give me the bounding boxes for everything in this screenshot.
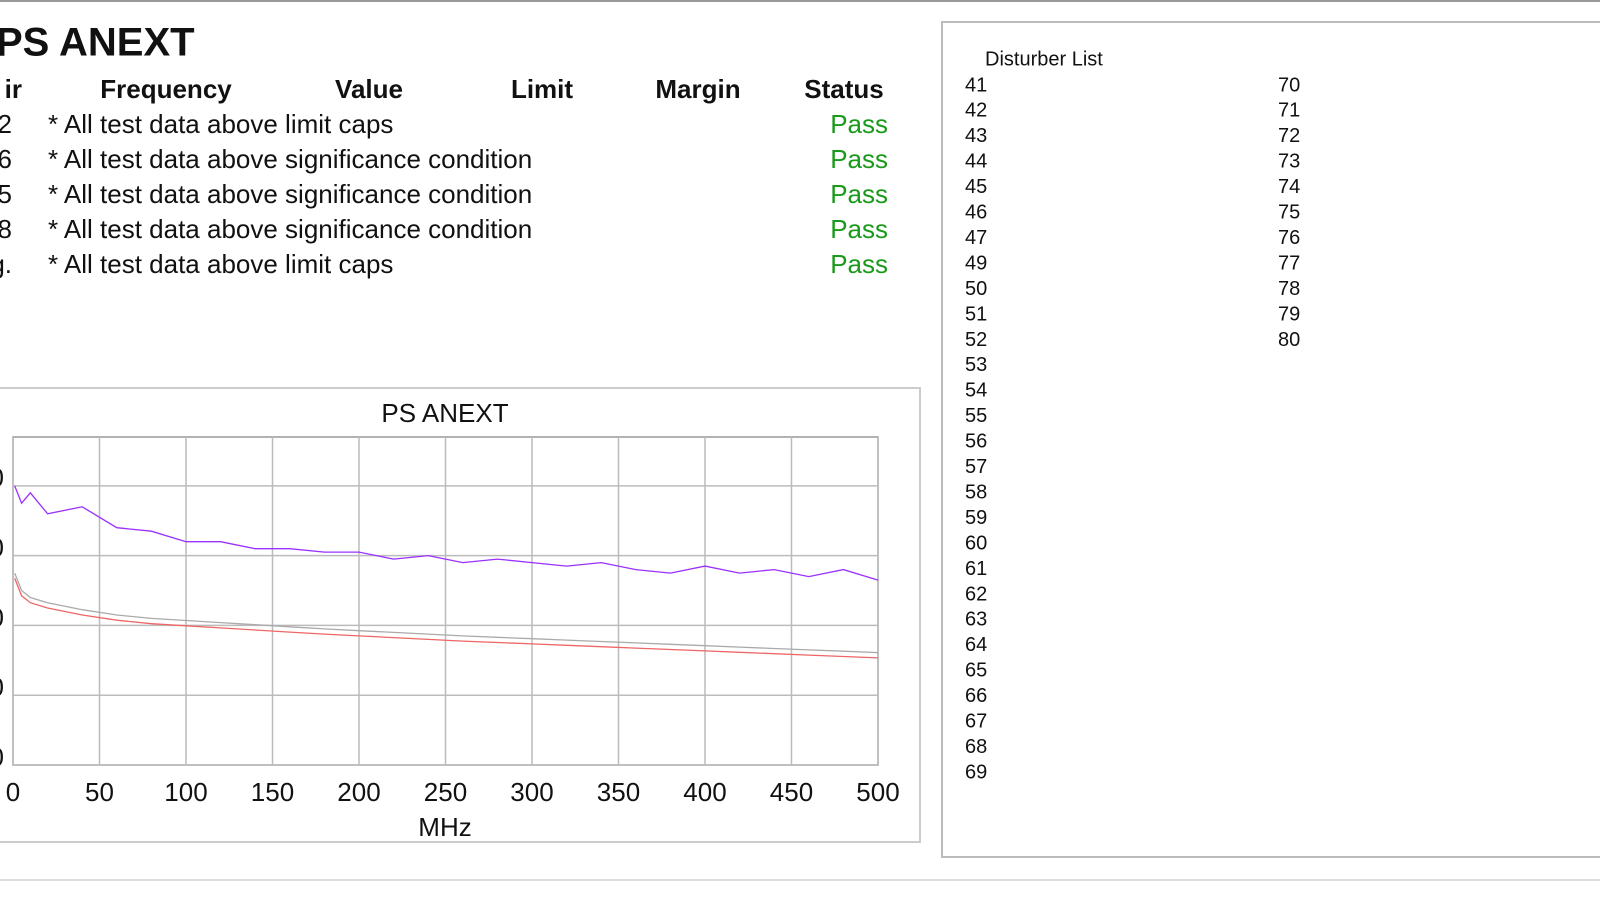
disturber-item: 59 [965, 507, 987, 529]
note-cell: * All test data above significance condi… [48, 179, 532, 209]
x-tick-label: 250 [424, 777, 467, 807]
disturber-item: 72 [1278, 125, 1300, 147]
disturber-item: 79 [1278, 303, 1300, 325]
disturber-item: 70 [1278, 74, 1300, 96]
disturber-item: 71 [1278, 100, 1300, 122]
status-cell: Pass [830, 109, 888, 139]
disturber-item: 57 [965, 456, 987, 478]
series-line [14, 572, 879, 654]
x-tick-label: 450 [770, 777, 813, 807]
disturber-item: 45 [965, 176, 987, 198]
column-header: Limit [511, 74, 573, 104]
disturber-item: 60 [965, 532, 987, 554]
top-border [0, 0, 1600, 2]
disturber-item: 51 [965, 303, 987, 325]
status-cell: Pass [830, 144, 888, 174]
series-line [14, 485, 879, 581]
disturber-item: 63 [965, 609, 987, 631]
pair-cell: 6 [0, 144, 12, 174]
disturber-item: 58 [965, 481, 987, 503]
disturber-item: 76 [1278, 227, 1300, 249]
column-header: Status [804, 74, 883, 104]
disturber-item: 78 [1278, 278, 1300, 300]
disturber-item: 49 [965, 252, 987, 274]
section-title: PS ANEXT [0, 21, 195, 65]
disturber-title: Disturber List [985, 48, 1103, 70]
x-tick-label: 50 [85, 777, 114, 807]
note-cell: * All test data above significance condi… [48, 144, 532, 174]
x-tick-label: 350 [597, 777, 640, 807]
status-cell: Pass [830, 214, 888, 244]
disturber-item: 42 [965, 100, 987, 122]
x-tick-label: 100 [164, 777, 207, 807]
disturber-item: 53 [965, 354, 987, 376]
y-tick-label: 80 [0, 533, 4, 563]
disturber-item: 67 [965, 711, 987, 733]
disturber-item: 55 [965, 405, 987, 427]
disturber-item: 65 [965, 660, 987, 682]
y-tick-label: 100 [0, 463, 4, 493]
disturber-item: 44 [965, 151, 987, 173]
pair-cell: 8 [0, 214, 12, 244]
pair-cell: 2 [0, 109, 12, 139]
disturber-item: 77 [1278, 252, 1300, 274]
x-tick-label: 300 [510, 777, 553, 807]
disturber-item: 61 [965, 558, 987, 580]
chart-title: PS ANEXT [381, 398, 508, 428]
disturber-item: 73 [1278, 151, 1300, 173]
bottom-border [0, 879, 1600, 881]
y-tick-label: 20 [0, 742, 4, 772]
y-tick-label: 40 [0, 672, 4, 702]
x-tick-label: 150 [251, 777, 294, 807]
disturber-frame [941, 21, 1600, 858]
note-cell: * All test data above limit caps [48, 109, 393, 139]
x-tick-label: 500 [856, 777, 899, 807]
disturber-item: 75 [1278, 202, 1300, 224]
column-header: Value [335, 74, 403, 104]
note-cell: * All test data above significance condi… [48, 214, 532, 244]
disturber-item: 54 [965, 380, 987, 402]
column-header: Margin [655, 74, 740, 104]
x-tick-label: 0 [6, 777, 20, 807]
column-header: ir [5, 74, 22, 104]
disturber-item: 46 [965, 202, 987, 224]
x-tick-label: 200 [337, 777, 380, 807]
disturber-item: 80 [1278, 329, 1300, 351]
disturber-item: 52 [965, 329, 987, 351]
disturber-item: 47 [965, 227, 987, 249]
status-cell: Pass [830, 179, 888, 209]
disturber-item: 74 [1278, 176, 1300, 198]
disturber-item: 62 [965, 583, 987, 605]
disturber-item: 66 [965, 685, 987, 707]
chart-frame [0, 387, 921, 843]
disturber-item: 50 [965, 278, 987, 300]
disturber-item: 56 [965, 431, 987, 453]
disturber-item: 41 [965, 74, 987, 96]
disturber-item: 68 [965, 736, 987, 758]
column-header: Frequency [100, 74, 232, 104]
pair-cell: rg. [0, 249, 12, 279]
disturber-item: 69 [965, 761, 987, 783]
status-cell: Pass [830, 249, 888, 279]
note-cell: * All test data above limit caps [48, 249, 393, 279]
pair-cell: 5 [0, 179, 12, 209]
y-tick-label: 60 [0, 602, 4, 632]
x-axis-label: MHz [418, 812, 471, 842]
x-tick-label: 400 [683, 777, 726, 807]
series-line [14, 578, 879, 659]
disturber-item: 64 [965, 634, 987, 656]
disturber-item: 43 [965, 125, 987, 147]
